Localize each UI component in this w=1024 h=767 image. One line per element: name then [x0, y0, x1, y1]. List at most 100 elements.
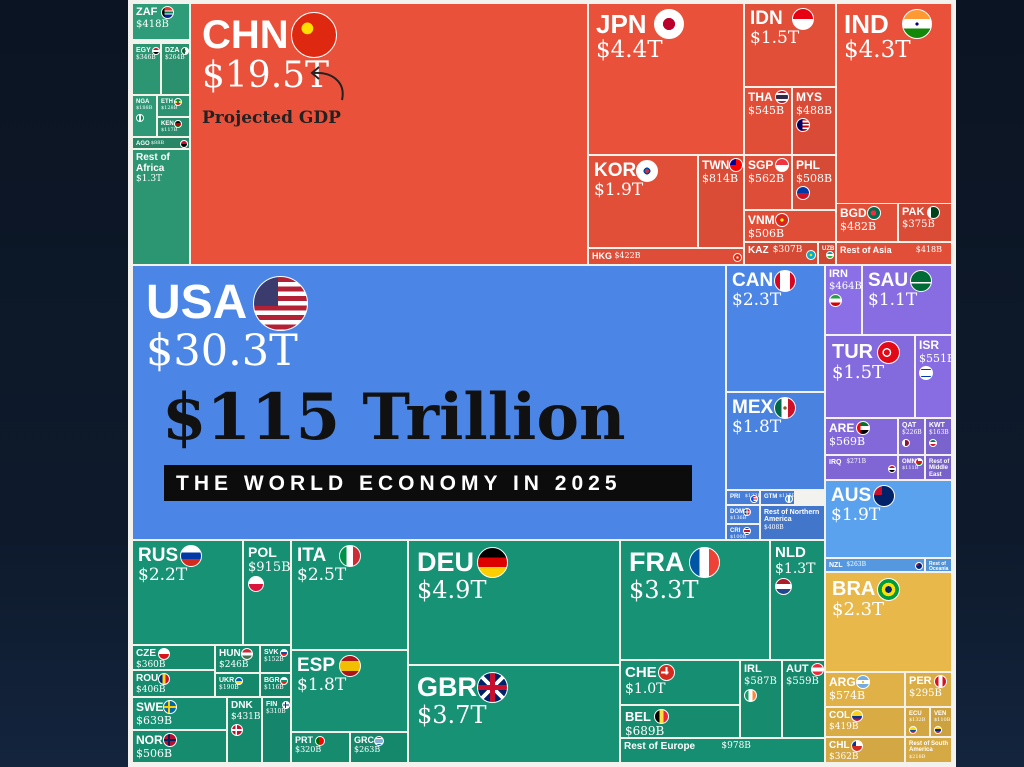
flag-ethiopia-icon — [174, 98, 183, 106]
gdp-value-label: $418B — [136, 18, 169, 30]
flag-qatar-icon — [902, 439, 910, 447]
flag-kazakhstan-icon — [806, 249, 816, 260]
annotation-arrow-icon — [310, 66, 344, 101]
flag-france-icon — [689, 547, 721, 578]
treemap-cell-grc: GRC $263B — [350, 732, 408, 763]
treemap-cell-phl: PHL $508B — [792, 155, 836, 210]
gdp-value-label: $4.4T — [596, 37, 663, 64]
country-code-label: KAZ — [748, 245, 769, 256]
gdp-value-label: $1.1T — [868, 289, 918, 310]
country-code-label: TUR — [832, 341, 874, 363]
gdp-value-label: $559B — [786, 675, 819, 687]
country-code-label: Rest of Northern America — [764, 509, 820, 524]
treemap-cell-eth: ETH $128B — [157, 95, 190, 117]
treemap-cell-idn: IDN $1.5T — [744, 3, 836, 87]
gdp-value-label: $226B — [902, 429, 922, 437]
country-code-label: USA — [146, 276, 248, 329]
flag-austria-icon — [810, 663, 824, 676]
gdp-value-label: $218B — [909, 753, 926, 760]
flag-costa-rica-icon — [743, 527, 752, 535]
country-code-label: PHL — [796, 158, 820, 172]
country-code-label: Rest of Africa — [136, 152, 170, 174]
treemap-cell-hkg: HKG $422B — [588, 248, 744, 265]
flag-kuwait-icon — [929, 439, 937, 447]
gdp-value-label: $111B — [902, 465, 919, 472]
flag-netherlands-icon — [775, 578, 792, 595]
treemap-cell-aut: AUT $559B — [782, 660, 825, 738]
treemap-cell-rest-of-europe: Rest of Europe $978B — [620, 738, 825, 763]
treemap-cell-are: ARE $569B — [825, 418, 898, 455]
country-code-label: QAT — [902, 422, 917, 429]
flag-greece-icon — [374, 735, 385, 746]
gdp-value-label: $431B — [231, 711, 261, 722]
country-code-label: MEX — [732, 397, 774, 418]
gdp-value-label: $1.5T — [832, 362, 885, 383]
gdp-value-label: $506B — [748, 226, 785, 240]
flag-romania-icon — [158, 673, 171, 685]
country-code-label: ETH — [161, 99, 173, 105]
flag-bulgaria-icon — [279, 676, 288, 685]
flag-iraq-icon — [888, 464, 896, 473]
flag-canada-icon — [774, 269, 797, 292]
flag-slovakia-icon — [279, 648, 288, 657]
treemap-cell-qat: QAT $226B — [898, 418, 925, 455]
flag-israel-icon — [919, 366, 933, 380]
flag-sweden-icon — [162, 700, 177, 714]
gdp-value-label: $482B — [840, 219, 877, 233]
gdp-value-label: $1.0T — [625, 680, 666, 697]
treemap-cell-tur: TUR $1.5T — [825, 335, 915, 418]
country-code-label: CAN — [732, 270, 774, 291]
flag-thailand-icon — [774, 90, 789, 104]
gdp-value-label: $1.3T — [136, 174, 163, 184]
treemap-cell-kor: KOR $1.9T — [588, 155, 698, 248]
treemap-cell-ita: ITA $2.5T — [291, 540, 408, 650]
gdp-value-label: $639B — [136, 713, 173, 727]
treemap-cell-rus: RUS $2.2T — [132, 540, 243, 645]
flag-china-icon — [291, 12, 338, 58]
flag-switzerland-icon — [658, 664, 676, 681]
flag-ireland-icon — [744, 689, 757, 702]
country-code-label: UKR — [219, 677, 235, 684]
treemap-cell-pol: POL $915B — [243, 540, 291, 645]
treemap-cell-zaf: ZAF $418B — [132, 3, 190, 40]
gdp-value-label: $3.3T — [629, 576, 699, 605]
flag-india-icon — [901, 9, 932, 39]
treemap-cell-twn: TWN $814B — [698, 155, 744, 248]
gdp-value-label: $1.3T — [775, 560, 816, 577]
gdp-value-label: $1.5T — [750, 27, 800, 48]
country-code-label: SGP — [748, 158, 774, 172]
gdp-value-label: $271B — [846, 458, 867, 465]
country-code-label: DZA — [165, 47, 180, 54]
treemap-cell-omn: OMN $111B — [898, 455, 925, 480]
flag-denmark-icon — [231, 724, 243, 736]
gdp-value-label: $2.3T — [832, 599, 885, 620]
gdp-value-label: $152B — [264, 656, 284, 664]
country-code-label: THA — [748, 90, 773, 104]
gdp-value-label: $2.5T — [297, 564, 347, 585]
projected-gdp-annotation: Projected GDP — [202, 108, 341, 128]
treemap-cell-svk: SVK $152B — [260, 645, 291, 673]
treemap-cell-sgp: SGP $562B — [744, 155, 792, 210]
country-code-label: Rest of Middle East — [929, 459, 950, 478]
gdp-value-label: $128B — [161, 105, 178, 112]
flag-oman-icon — [915, 458, 924, 466]
treemap-chart: ZAF $418B EGY $346B DZA $264B NGA $188B ETH $128B… — [128, 0, 956, 767]
country-code-label: Rest of South America — [909, 741, 948, 754]
flag-pakistan-icon — [926, 206, 940, 219]
country-code-label: GBR — [417, 672, 477, 702]
country-code-label: AUS — [831, 485, 872, 506]
country-code-label: CRI — [730, 528, 741, 534]
country-code-label: BGD — [840, 206, 867, 220]
flag-philippines-icon — [796, 186, 810, 200]
gdp-value-label: $569B — [829, 434, 866, 448]
country-code-label: KOR — [594, 160, 637, 181]
country-code-label: OMN — [902, 459, 916, 465]
treemap-cell-per: PER $295B — [905, 672, 952, 707]
country-code-label: SWE — [136, 700, 164, 714]
gdp-value-label: $19.5T — [202, 55, 330, 96]
gdp-value-label: $406B — [136, 684, 166, 695]
flag-poland-icon — [248, 576, 264, 592]
country-code-label: HUN — [219, 648, 241, 659]
country-code-label: UZB — [822, 246, 835, 252]
gdp-value-label: $246B — [219, 659, 249, 670]
